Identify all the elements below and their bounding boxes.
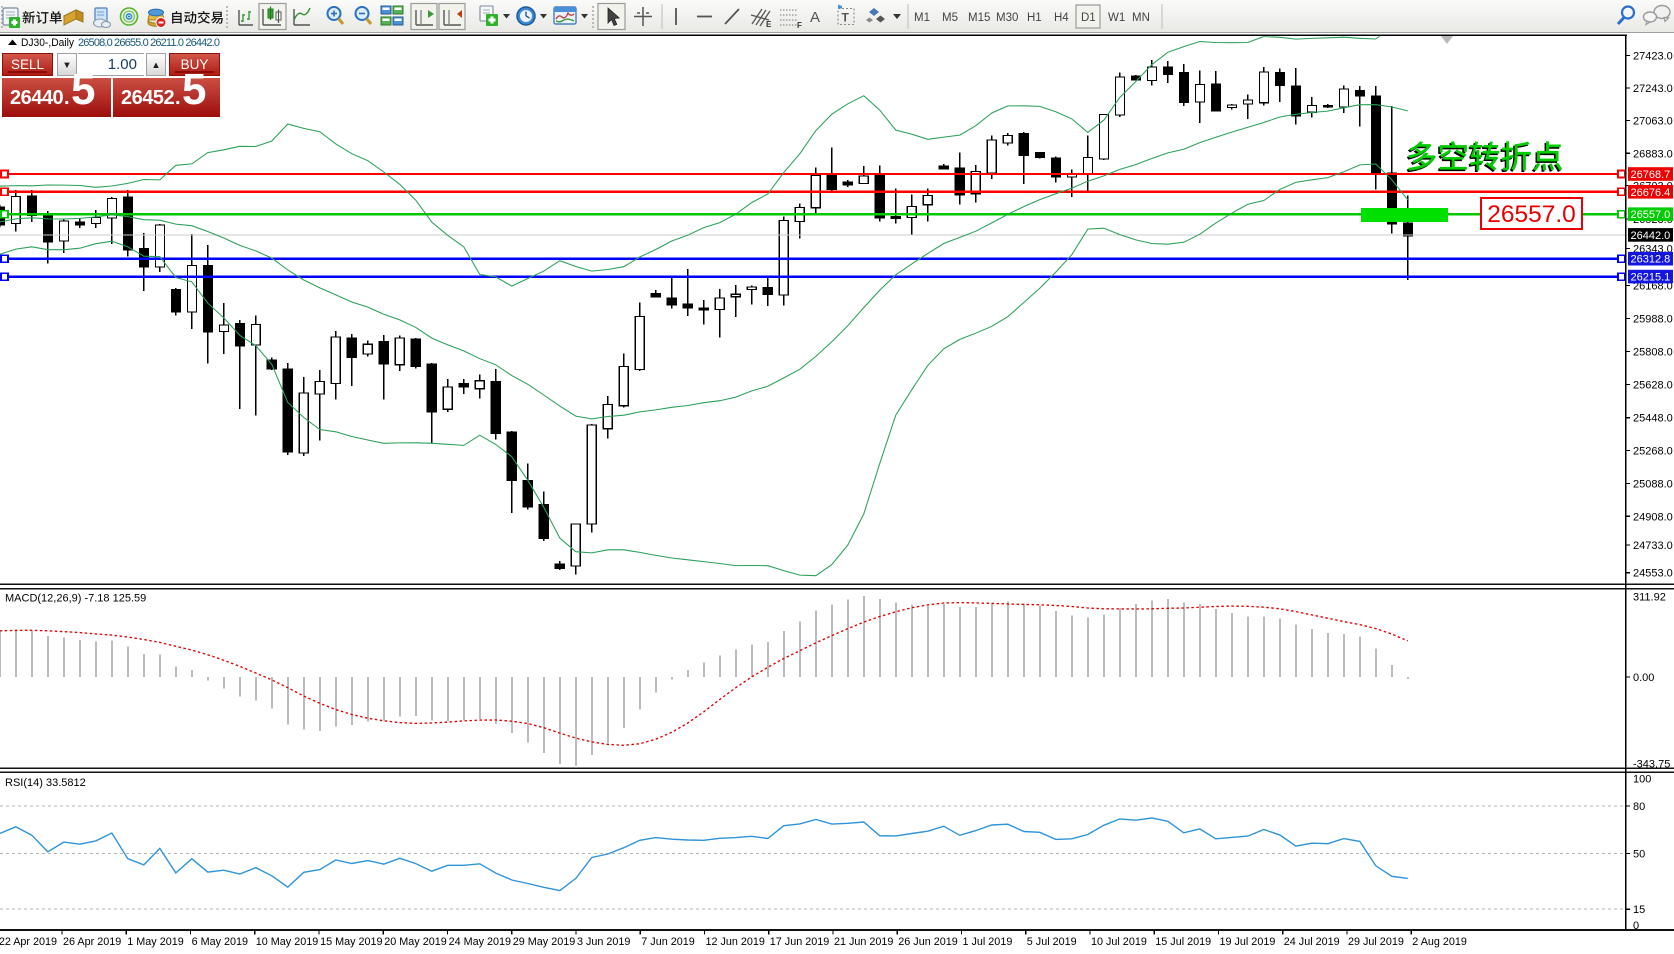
svg-text:F: F (797, 21, 802, 30)
svg-text:10 May 2019: 10 May 2019 (256, 936, 318, 948)
svg-text:25088.0: 25088.0 (1633, 478, 1673, 490)
svg-text:MACD(12,26,9) -7.18 125.59: MACD(12,26,9) -7.18 125.59 (5, 593, 146, 605)
svg-text:15 Jul 2019: 15 Jul 2019 (1155, 936, 1211, 948)
svg-text:27243.0: 27243.0 (1633, 83, 1673, 95)
svg-text:25988.0: 25988.0 (1633, 313, 1673, 325)
svg-text:T: T (842, 11, 850, 25)
svg-text:3 Jun 2019: 3 Jun 2019 (577, 936, 630, 948)
svg-text:M5: M5 (942, 12, 958, 24)
svg-text:RSI(14) 33.5812: RSI(14) 33.5812 (5, 777, 86, 789)
svg-text:D1: D1 (1081, 12, 1096, 24)
svg-text:26312.8: 26312.8 (1631, 254, 1671, 266)
svg-text:M15: M15 (968, 12, 990, 24)
svg-text:25448.0: 25448.0 (1633, 413, 1673, 425)
svg-text:24 Jul 2019: 24 Jul 2019 (1284, 936, 1340, 948)
svg-text:1 Jul 2019: 1 Jul 2019 (963, 936, 1013, 948)
svg-text:26557.0: 26557.0 (1487, 201, 1576, 228)
svg-text:26 Apr 2019: 26 Apr 2019 (63, 936, 121, 948)
svg-text:-343.75: -343.75 (1633, 759, 1670, 771)
svg-text:80: 80 (1633, 801, 1645, 813)
svg-text:W1: W1 (1108, 12, 1125, 24)
svg-text:100: 100 (1633, 774, 1651, 786)
svg-text:17 Jun 2019: 17 Jun 2019 (770, 936, 829, 948)
svg-text:22 Apr 2019: 22 Apr 2019 (0, 936, 57, 948)
svg-text:21 Jun 2019: 21 Jun 2019 (834, 936, 893, 948)
svg-text:20 May 2019: 20 May 2019 (384, 936, 446, 948)
svg-text:26768.7: 26768.7 (1631, 169, 1671, 181)
svg-text:0: 0 (1633, 920, 1639, 932)
svg-text:H4: H4 (1054, 12, 1069, 24)
svg-text:7 Jun 2019: 7 Jun 2019 (641, 936, 694, 948)
svg-text:10 Jul 2019: 10 Jul 2019 (1091, 936, 1147, 948)
svg-text:5 Jul 2019: 5 Jul 2019 (1027, 936, 1077, 948)
svg-text:26676.4: 26676.4 (1631, 187, 1671, 199)
svg-text:19 Jul 2019: 19 Jul 2019 (1220, 936, 1276, 948)
svg-text:27063.0: 27063.0 (1633, 116, 1673, 128)
svg-text:26442.0: 26442.0 (1631, 230, 1671, 242)
svg-text:26508.0 26655.0 26211.0 26442.: 26508.0 26655.0 26211.0 26442.0 (78, 37, 220, 49)
svg-text:29 May 2019: 29 May 2019 (513, 936, 575, 948)
svg-text:24 May 2019: 24 May 2019 (449, 936, 511, 948)
svg-text:15: 15 (1633, 904, 1645, 916)
svg-text:25628.0: 25628.0 (1633, 380, 1673, 392)
svg-text:0.00: 0.00 (1633, 672, 1654, 684)
svg-text:H1: H1 (1027, 12, 1042, 24)
svg-text:311.92: 311.92 (1633, 592, 1666, 604)
svg-text:24908.0: 24908.0 (1633, 511, 1673, 523)
svg-text:26 Jun 2019: 26 Jun 2019 (898, 936, 957, 948)
svg-text:25268.0: 25268.0 (1633, 446, 1673, 458)
svg-text:15 May 2019: 15 May 2019 (320, 936, 382, 948)
svg-text:12 Jun 2019: 12 Jun 2019 (706, 936, 765, 948)
svg-text:MN: MN (1132, 12, 1150, 24)
svg-text:A: A (810, 9, 820, 26)
svg-text:50: 50 (1633, 849, 1645, 861)
svg-text:6 May 2019: 6 May 2019 (192, 936, 248, 948)
svg-text:M1: M1 (914, 12, 930, 24)
svg-text:M30: M30 (996, 12, 1018, 24)
svg-text:26883.0: 26883.0 (1633, 148, 1673, 160)
svg-text:29 Jul 2019: 29 Jul 2019 (1348, 936, 1404, 948)
svg-text:26215.1: 26215.1 (1631, 272, 1671, 284)
svg-text:DJ30-,Daily: DJ30-,Daily (21, 37, 74, 49)
svg-text:24733.0: 24733.0 (1633, 540, 1673, 552)
svg-text:1 May 2019: 1 May 2019 (127, 936, 183, 948)
svg-text:25808.0: 25808.0 (1633, 347, 1673, 359)
svg-text:27423.0: 27423.0 (1633, 50, 1673, 62)
svg-text:E: E (766, 20, 772, 29)
svg-text:2 Aug 2019: 2 Aug 2019 (1412, 936, 1467, 948)
svg-text:24553.0: 24553.0 (1633, 568, 1673, 580)
svg-text:26168.0: 26168.0 (1633, 281, 1673, 293)
svg-text:26557.0: 26557.0 (1631, 209, 1671, 221)
